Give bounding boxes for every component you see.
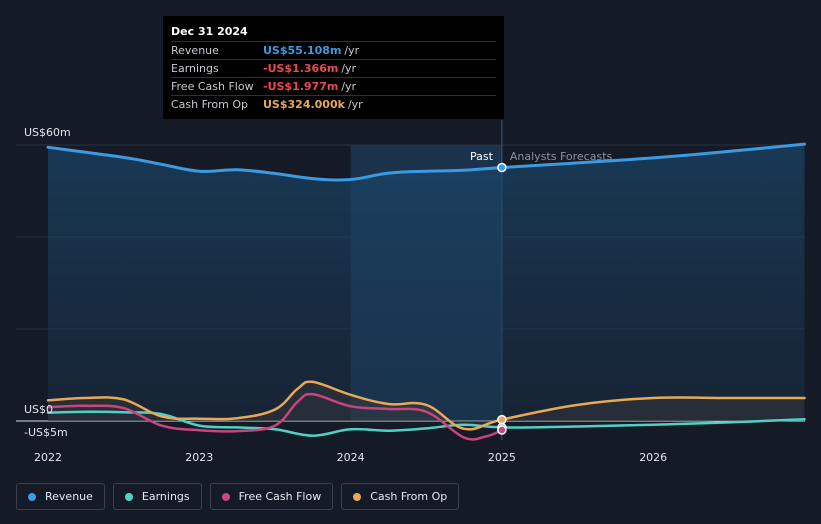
chart-legend: Revenue Earnings Free Cash Flow Cash Fro… bbox=[16, 483, 460, 510]
x-tick-label: 2026 bbox=[639, 451, 667, 464]
legend-item-earnings[interactable]: Earnings bbox=[112, 483, 202, 510]
tooltip-row-unit: /yr bbox=[341, 80, 357, 93]
x-tick-label: 2022 bbox=[34, 451, 62, 464]
legend-item-revenue[interactable]: Revenue bbox=[16, 483, 105, 510]
x-tick-label: 2023 bbox=[185, 451, 213, 464]
legend-dot-icon bbox=[28, 492, 36, 501]
tooltip-row-label: Earnings bbox=[171, 62, 219, 75]
forecast-label: Analysts Forecasts bbox=[510, 150, 613, 163]
legend-label: Earnings bbox=[141, 490, 190, 503]
series-line-cash-from-op bbox=[46, 380, 806, 431]
legend-dot-icon bbox=[124, 492, 133, 501]
tooltip: Dec 31 2024 Revenue US$55.108m /yr Earni… bbox=[163, 16, 504, 119]
tooltip-row-unit: /yr bbox=[347, 98, 363, 111]
y-tick-label: US$60m bbox=[24, 126, 71, 139]
tooltip-row-free-cash-flow: Free Cash Flow -US$1.977m /yr bbox=[171, 77, 496, 95]
y-tick-label: -US$5m bbox=[24, 426, 68, 439]
legend-item-free-cash-flow[interactable]: Free Cash Flow bbox=[209, 483, 334, 510]
tooltip-row-value: US$55.108m bbox=[263, 44, 342, 57]
tooltip-row-label: Free Cash Flow bbox=[171, 80, 254, 93]
past-label: Past bbox=[470, 150, 494, 163]
tooltip-row-value: -US$1.366m bbox=[263, 62, 339, 75]
tooltip-row-label: Cash From Op bbox=[171, 98, 249, 111]
tooltip-row-unit: /yr bbox=[341, 62, 357, 75]
legend-dot-icon bbox=[221, 492, 230, 501]
x-tick-label: 2025 bbox=[488, 451, 516, 464]
tooltip-row-value: -US$1.977m bbox=[263, 80, 339, 93]
tooltip-row-earnings: Earnings -US$1.366m /yr bbox=[171, 59, 496, 77]
tooltip-row-value: US$324.000k bbox=[263, 98, 345, 111]
legend-label: Cash From Op bbox=[370, 490, 448, 503]
legend-item-cash-from-op[interactable]: Cash From Op bbox=[341, 483, 460, 510]
tooltip-row-revenue: Revenue US$55.108m /yr bbox=[171, 41, 496, 59]
series-line-revenue bbox=[46, 142, 806, 182]
tooltip-row-label: Revenue bbox=[171, 44, 219, 57]
series-line-free-cash-flow bbox=[46, 392, 504, 441]
legend-dot-icon bbox=[353, 492, 362, 501]
x-tick-label: 2024 bbox=[337, 451, 365, 464]
revenue-area bbox=[48, 144, 805, 421]
tooltip-date: Dec 31 2024 bbox=[171, 25, 248, 38]
y-tick-label: US$0 bbox=[24, 403, 53, 416]
tooltip-row-unit: /yr bbox=[344, 44, 360, 57]
legend-label: Revenue bbox=[45, 490, 93, 503]
tooltip-row-cash-from-op: Cash From Op US$324.000k /yr bbox=[171, 95, 496, 113]
point-marker-free-cash-flow bbox=[497, 425, 507, 435]
point-marker-revenue bbox=[497, 162, 507, 173]
legend-label: Free Cash Flow bbox=[238, 490, 322, 503]
point-marker-cash-from-op bbox=[497, 414, 507, 425]
